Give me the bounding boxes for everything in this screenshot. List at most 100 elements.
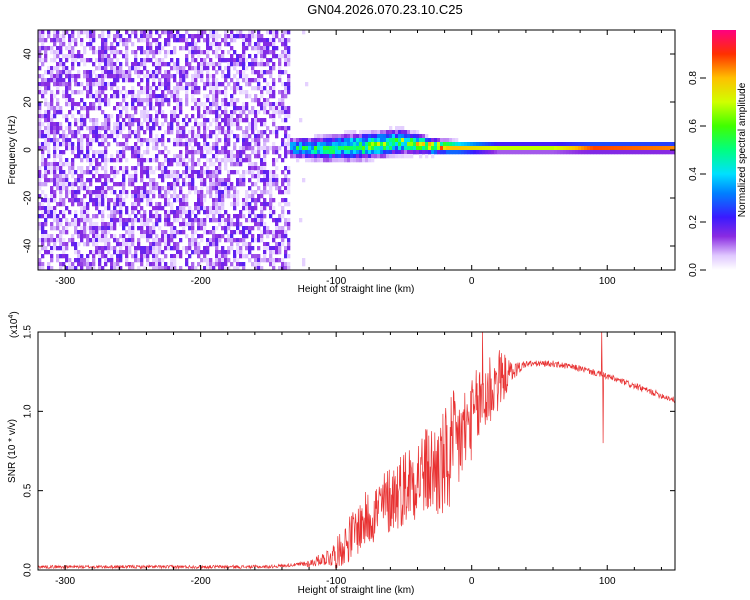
heatmap-cell — [206, 66, 210, 71]
heatmap-cell — [131, 90, 135, 95]
heatmap-cell — [164, 86, 168, 91]
heatmap-cell — [98, 162, 102, 167]
heatmap-cell — [158, 150, 162, 155]
heatmap-cell — [41, 94, 45, 99]
heatmap-cell — [140, 186, 144, 191]
heatmap-cell — [269, 170, 273, 175]
heatmap-cell — [260, 222, 264, 227]
heatmap-cell — [305, 154, 309, 159]
heatmap-cell — [665, 142, 669, 147]
heatmap-cell — [314, 134, 318, 139]
heatmap-cell — [110, 86, 114, 91]
heatmap-cell — [212, 86, 216, 91]
heatmap-cell — [134, 202, 138, 207]
heatmap-cell — [107, 250, 111, 255]
heatmap-cell — [272, 78, 276, 83]
heatmap-cell — [221, 158, 225, 163]
heatmap-cell — [158, 166, 162, 171]
heatmap-cell — [221, 254, 225, 259]
heatmap-cell — [113, 218, 117, 223]
heatmap-cell — [197, 54, 201, 59]
heatmap-cell — [95, 222, 99, 227]
heatmap-cell — [77, 54, 81, 59]
heatmap-cell — [566, 142, 570, 147]
heatmap-cell — [194, 86, 198, 91]
heatmap-cell — [137, 198, 141, 203]
heatmap-cell — [155, 210, 159, 215]
heatmap-cell — [167, 90, 171, 95]
heatmap-cell — [161, 110, 165, 115]
heatmap-cell — [44, 118, 48, 123]
heatmap-cell — [104, 138, 108, 143]
heatmap-cell — [257, 174, 261, 179]
heatmap-cell — [50, 58, 54, 63]
heatmap-cell — [158, 206, 162, 211]
heatmap-cell — [107, 186, 111, 191]
heatmap-cell — [305, 138, 309, 143]
heatmap-cell — [77, 50, 81, 55]
heatmap-cell — [149, 34, 153, 39]
heatmap-cell — [236, 202, 240, 207]
heatmap-cell — [206, 42, 210, 47]
heatmap-cell — [233, 66, 237, 71]
heatmap-cell — [212, 82, 216, 87]
heatmap-cell — [179, 186, 183, 191]
heatmap-cell — [626, 150, 630, 155]
heatmap-cell — [299, 138, 303, 143]
heatmap-cell — [182, 198, 186, 203]
heatmap-cell — [200, 202, 204, 207]
heatmap-cell — [173, 142, 177, 147]
heatmap-cell — [65, 90, 69, 95]
heatmap-cell — [206, 34, 210, 39]
heatmap-cell — [104, 66, 108, 71]
heatmap-cell — [185, 54, 189, 59]
heatmap-cell — [602, 150, 606, 155]
heatmap-cell — [161, 166, 165, 171]
heatmap-cell — [230, 114, 234, 119]
heatmap-cell — [269, 42, 273, 47]
heatmap-cell — [188, 62, 192, 67]
heatmap-cell — [185, 214, 189, 219]
heatmap-cell — [71, 102, 75, 107]
heatmap-cell — [56, 174, 60, 179]
heatmap-cell — [233, 154, 237, 159]
heatmap-cell — [200, 238, 204, 243]
heatmap-cell — [149, 58, 153, 63]
heatmap-cell — [281, 82, 285, 87]
heatmap-cell — [80, 182, 84, 187]
heatmap-cell — [197, 110, 201, 115]
heatmap-cell — [128, 134, 132, 139]
heatmap-cell — [194, 134, 198, 139]
heatmap-cell — [71, 198, 75, 203]
heatmap-cell — [53, 130, 57, 135]
heatmap-cell — [41, 230, 45, 235]
heatmap-cell — [431, 138, 435, 143]
heatmap-cell — [278, 202, 282, 207]
heatmap-cell — [251, 122, 255, 127]
heatmap-cell — [215, 254, 219, 259]
heatmap-cell — [122, 182, 126, 187]
heatmap-cell — [143, 218, 147, 223]
heatmap-cell — [560, 142, 564, 147]
heatmap-cell — [125, 138, 129, 143]
heatmap-cell — [260, 166, 264, 171]
heatmap-cell — [377, 150, 381, 155]
heatmap-cell — [62, 114, 66, 119]
heatmap-cell — [95, 198, 99, 203]
heatmap-cell — [92, 238, 96, 243]
heatmap-cell — [245, 206, 249, 211]
heatmap-cell — [374, 146, 378, 151]
heatmap-cell — [380, 146, 384, 151]
heatmap-cell — [104, 62, 108, 67]
heatmap-cell — [248, 226, 252, 231]
heatmap-cell — [152, 138, 156, 143]
heatmap-cell — [278, 110, 282, 115]
heatmap-cell — [224, 98, 228, 103]
heatmap-cell — [68, 70, 72, 75]
heatmap-cell — [161, 98, 165, 103]
heatmap-cell — [113, 158, 117, 163]
heatmap-cell — [176, 218, 180, 223]
heatmap-cell — [215, 186, 219, 191]
heatmap-cell — [251, 138, 255, 143]
heatmap-cell — [53, 210, 57, 215]
